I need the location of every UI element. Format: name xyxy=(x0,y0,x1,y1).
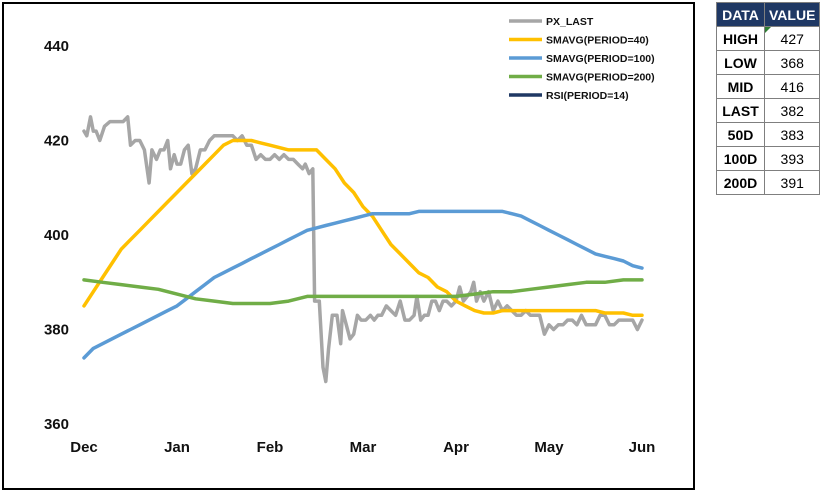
row-label: HIGH xyxy=(716,26,765,51)
legend-label: PX_LAST xyxy=(546,16,594,28)
row-label: 100D xyxy=(716,146,765,171)
legend-label: SMAVG(PERIOD=40) xyxy=(546,35,649,47)
table-row: 200D 391 xyxy=(716,170,821,195)
series-line xyxy=(82,209,644,360)
row-value: 393 xyxy=(763,146,821,171)
y-tick-label: 440 xyxy=(44,38,69,55)
series-line xyxy=(82,138,644,318)
line-chart: 360 380 400 420 440 Dec Jan Feb Mar Apr May Jun PX… xyxy=(44,16,655,456)
table-row: HIGH 427 xyxy=(716,26,821,51)
table-header-value: VALUE xyxy=(763,2,821,27)
y-tick-label: 380 xyxy=(44,322,69,339)
data-table: DATA VALUE HIGH 427 LOW 368 MID 416 LAST… xyxy=(716,2,821,195)
row-value: 383 xyxy=(763,122,821,147)
series-lines xyxy=(82,115,644,384)
table-header-data: DATA xyxy=(716,2,765,27)
comment-indicator xyxy=(765,27,771,33)
x-tick-label: Jun xyxy=(629,439,656,456)
series-line xyxy=(82,278,644,306)
y-tick-label: 360 xyxy=(44,416,69,433)
row-label: 50D xyxy=(716,122,765,147)
row-value: 382 xyxy=(763,98,821,123)
table-row: MID 416 xyxy=(716,74,821,99)
row-value: 427 xyxy=(763,26,821,51)
y-axis-ticks: 360 380 400 420 440 xyxy=(44,38,69,433)
row-value: 416 xyxy=(763,74,821,99)
table-row: 50D 383 xyxy=(716,122,821,147)
x-tick-label: Dec xyxy=(70,439,98,456)
row-label: MID xyxy=(716,74,765,99)
y-tick-label: 420 xyxy=(44,133,69,150)
table-row: LOW 368 xyxy=(716,50,821,75)
y-tick-label: 400 xyxy=(44,227,69,244)
series-line xyxy=(82,115,644,384)
x-tick-label: Jan xyxy=(164,439,190,456)
x-axis-ticks: Dec Jan Feb Mar Apr May Jun xyxy=(70,439,655,456)
row-value: 368 xyxy=(763,50,821,75)
row-value-text: 427 xyxy=(780,30,804,47)
chart-frame: 360 380 400 420 440 Dec Jan Feb Mar Apr May Jun PX… xyxy=(2,2,695,490)
table-row: LAST 382 xyxy=(716,98,821,123)
row-label: LOW xyxy=(716,50,765,75)
x-tick-label: Apr xyxy=(443,439,469,456)
table-row: 100D 393 xyxy=(716,146,821,171)
legend-label: SMAVG(PERIOD=100) xyxy=(546,53,655,65)
row-value: 391 xyxy=(763,170,821,195)
row-label: LAST xyxy=(716,98,765,123)
x-tick-label: May xyxy=(534,439,564,456)
row-label: 200D xyxy=(716,170,765,195)
chart-legend: PX_LAST SMAVG(PERIOD=40) SMAVG(PERIOD=100)… xyxy=(509,16,655,102)
x-tick-label: Mar xyxy=(350,439,377,456)
x-tick-label: Feb xyxy=(257,439,284,456)
legend-label: SMAVG(PERIOD=200) xyxy=(546,72,655,84)
table-header-row: DATA VALUE xyxy=(716,2,821,27)
legend-label: RSI(PERIOD=14) xyxy=(546,90,629,102)
